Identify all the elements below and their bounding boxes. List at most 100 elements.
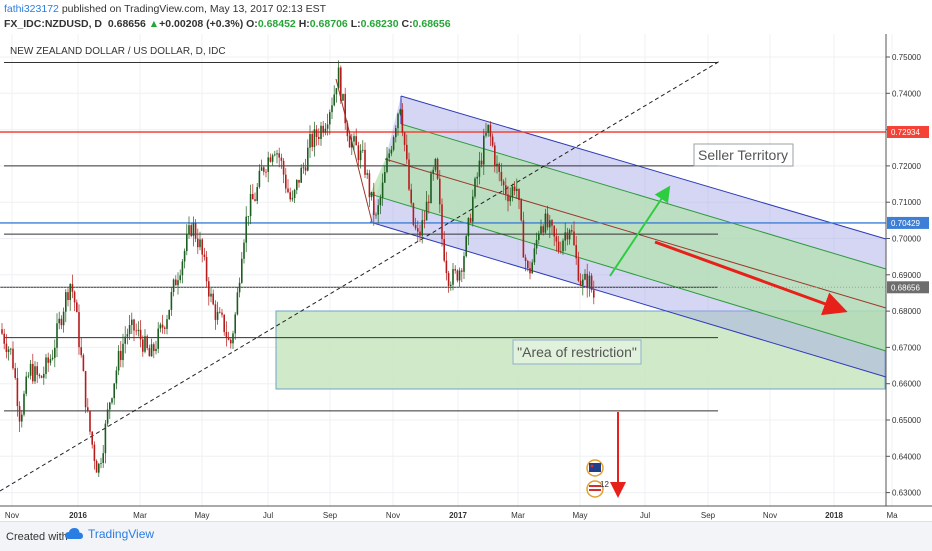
event-flags[interactable]: 12 (586, 459, 609, 498)
candle-body (421, 220, 423, 236)
candle-body (577, 258, 580, 281)
candle-body (256, 187, 258, 201)
candle-body (170, 291, 173, 310)
candle-body (168, 309, 170, 320)
candle-body (197, 238, 199, 248)
candle-body (10, 348, 12, 350)
candle-body (335, 88, 338, 95)
candle-body (142, 339, 144, 352)
candle-body (241, 258, 243, 283)
candle-body (377, 205, 379, 215)
restriction-zone[interactable] (275, 310, 886, 390)
candle-body (205, 257, 208, 282)
candle-body (511, 186, 514, 197)
candle-body (533, 248, 536, 263)
restriction-label[interactable]: "Area of restriction" (512, 339, 642, 365)
author-link[interactable]: fathi323172 (4, 3, 59, 15)
candle-body (359, 150, 362, 161)
candle-body (82, 355, 85, 372)
candle-body (333, 94, 335, 106)
y-tick-label: 0.69000 (892, 271, 921, 280)
red-down-arrow[interactable] (654, 240, 848, 316)
price-axis[interactable]: 0.750000.740000.730000.720000.710000.700… (885, 34, 929, 506)
candle-body (7, 349, 10, 352)
x-tick-label: Nov (5, 511, 19, 520)
candle-body (260, 167, 263, 171)
y-tick-label: 0.70000 (892, 235, 921, 244)
candle-body (564, 232, 566, 241)
candle-body (476, 176, 478, 179)
candle-body (331, 105, 333, 113)
candle-body (43, 373, 45, 378)
candle-body (133, 319, 135, 331)
y-tick-label: 0.64000 (892, 452, 921, 461)
candles (1, 60, 595, 478)
candle-body (65, 292, 67, 312)
candle-body (104, 423, 107, 454)
seller-territory-text: Seller Territory (698, 147, 788, 163)
candle-body (212, 293, 214, 305)
candle-body (113, 383, 115, 399)
candle-body (186, 234, 188, 252)
y-tick-label: 0.66000 (892, 380, 921, 389)
candle-body (280, 157, 283, 161)
candle-body (166, 319, 168, 329)
x-tick-label: Nov (386, 511, 400, 520)
candle-body (379, 197, 382, 206)
candle-body (247, 215, 250, 217)
candle-body (324, 128, 327, 133)
close-label: C: (401, 18, 413, 30)
price-tag-label: 0.68656 (891, 283, 920, 292)
x-tick-label: May (572, 511, 587, 520)
candle-body (238, 282, 241, 293)
candle-body (93, 444, 96, 462)
candle-body (23, 393, 25, 415)
candle-body (230, 339, 232, 344)
candle-body (67, 292, 69, 301)
candle-body (322, 125, 324, 133)
candle-body (12, 348, 14, 369)
y-tick-label: 0.67000 (892, 343, 921, 352)
candle-body (401, 109, 404, 133)
candle-body (390, 149, 393, 154)
x-tick-label: 2016 (69, 511, 87, 520)
seller-territory-label[interactable]: Seller Territory (693, 143, 794, 167)
x-tick-label: Mar (511, 511, 525, 520)
candle-body (49, 359, 52, 363)
candle-body (25, 376, 27, 394)
candle-body (395, 128, 397, 138)
candle-body (263, 167, 265, 172)
candle-body (472, 196, 474, 222)
price-tag (887, 216, 929, 229)
candle-body (450, 284, 452, 286)
candle-body (144, 336, 146, 352)
candle-body (529, 268, 531, 274)
candle-body (298, 179, 300, 183)
candle-body (489, 124, 492, 137)
chart-header: fathi323172 published on TradingView.com… (0, 0, 932, 34)
channel-inner-lower-line (369, 193, 887, 352)
candle-body (465, 236, 467, 257)
change-value: +0.00208 (+0.3%) (159, 18, 244, 30)
candle-body (527, 260, 529, 269)
created-with-text: Created with (6, 531, 68, 543)
candle-body (357, 145, 360, 161)
candle-body (254, 199, 256, 201)
tradingview-brand[interactable]: TradingView (64, 527, 154, 541)
time-axis[interactable]: Nov 2016 Mar May Jul Sep Nov 2017 Mar May Jul Sep No… (0, 505, 932, 520)
chart-title: NEW ZEALAND DOLLAR / US DOLLAR, D, IDC (10, 46, 226, 57)
candle-body (428, 201, 430, 204)
candle-body (183, 251, 186, 262)
price-chart[interactable]: NEW ZEALAND DOLLAR / US DOLLAR, D, IDC S… (0, 34, 932, 521)
candle-body (38, 374, 41, 377)
candle-body (274, 154, 276, 156)
last-price: 0.68656 (107, 18, 146, 30)
green-up-arrow[interactable] (609, 185, 671, 277)
candle-body (531, 262, 533, 274)
candle-body (139, 329, 142, 340)
candle-body (562, 240, 564, 252)
candle-body (27, 375, 30, 377)
candle-body (441, 204, 443, 240)
candle-body (355, 136, 357, 146)
candle-body (3, 333, 5, 344)
